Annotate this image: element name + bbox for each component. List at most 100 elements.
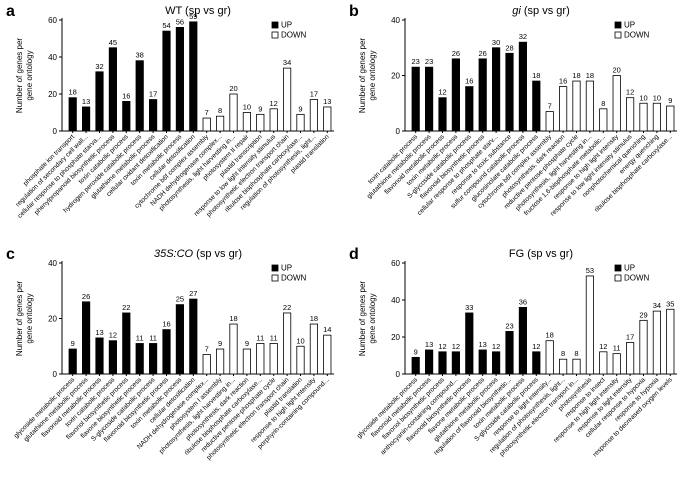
- legend-swatch: [271, 31, 279, 39]
- bar: [559, 86, 568, 132]
- y-axis-label: gene ontology: [368, 293, 377, 343]
- y-tick-label: 40: [48, 53, 57, 62]
- bar: [545, 340, 554, 375]
- panel: d FG (sp vs gr) Number of genes per gene on…: [349, 246, 677, 458]
- title-text: WT (sp vs gr): [165, 5, 231, 17]
- data-label: 13: [425, 340, 433, 349]
- data-label: 18: [310, 314, 318, 323]
- bar: [451, 58, 460, 132]
- data-label: 12: [599, 342, 607, 351]
- y-tick-label: 20: [48, 90, 57, 99]
- bar: [242, 112, 251, 132]
- bar: [95, 71, 104, 132]
- bar: [545, 111, 554, 132]
- bar: [135, 343, 144, 375]
- data-label: 20: [229, 84, 237, 93]
- legend-label: DOWN: [624, 274, 650, 283]
- title-italic: gi: [512, 5, 521, 17]
- bar: [323, 106, 332, 132]
- bar: [82, 106, 91, 132]
- data-label: 26: [452, 49, 460, 58]
- title-text: (sp vs gr): [196, 248, 242, 260]
- y-tick-label: 0: [53, 127, 58, 136]
- bar: [559, 358, 568, 375]
- bar: [438, 351, 447, 375]
- legend-label: UP: [281, 264, 292, 273]
- bar: [135, 60, 144, 132]
- data-label: 33: [465, 303, 473, 312]
- data-label: 11: [136, 333, 144, 342]
- data-label: 10: [296, 336, 304, 345]
- data-label: 10: [653, 93, 661, 102]
- data-label: 7: [205, 108, 209, 117]
- data-label: 17: [310, 90, 318, 99]
- bar: [505, 52, 514, 132]
- data-label: 12: [438, 88, 446, 97]
- bar: [572, 358, 581, 375]
- bar: [612, 353, 621, 375]
- data-label: 23: [505, 321, 513, 330]
- data-label: 13: [323, 97, 331, 106]
- bar: [229, 323, 238, 375]
- panel-label: b: [349, 3, 359, 20]
- data-label: 18: [229, 314, 237, 323]
- y-axis-label: Number of genes per: [15, 38, 24, 113]
- bar: [283, 312, 292, 375]
- data-label: 32: [519, 32, 527, 41]
- bar: [425, 349, 434, 375]
- data-label: 22: [283, 303, 291, 312]
- legend-swatch: [614, 264, 622, 272]
- bar: [585, 80, 594, 132]
- bar: [532, 351, 541, 375]
- data-label: 17: [626, 333, 634, 342]
- chart-title: 35S:CO (sp vs gr): [154, 248, 242, 260]
- title-text: (sp vs gr): [524, 5, 570, 17]
- y-axis-label: gene ontology: [25, 50, 34, 100]
- data-label: 9: [668, 96, 672, 105]
- data-label: 8: [218, 106, 222, 115]
- bar: [175, 304, 184, 375]
- bar: [639, 319, 648, 375]
- data-label: 9: [218, 339, 222, 348]
- data-label: 17: [149, 90, 157, 99]
- legend-swatch: [614, 31, 622, 39]
- data-label: 59: [189, 12, 197, 21]
- bar: [175, 26, 184, 132]
- data-label: 8: [601, 99, 605, 108]
- y-tick-label: 0: [396, 127, 401, 136]
- panel-label: c: [6, 246, 15, 263]
- title-italic: 35S:CO: [154, 248, 194, 260]
- data-label: 53: [586, 266, 594, 275]
- bar: [652, 102, 661, 132]
- bar: [122, 312, 131, 375]
- data-label: 10: [243, 103, 251, 112]
- data-label: 18: [572, 71, 580, 80]
- data-label: 13: [82, 97, 90, 106]
- bar: [585, 275, 594, 375]
- chart-title: WT (sp vs gr): [165, 5, 231, 17]
- data-label: 9: [298, 104, 302, 113]
- data-label: 32: [95, 62, 103, 71]
- data-label: 26: [82, 292, 90, 301]
- panel-label: d: [349, 246, 359, 263]
- legend-swatch: [271, 21, 279, 29]
- data-label: 12: [626, 88, 634, 97]
- data-label: 20: [613, 66, 621, 75]
- data-label: 35: [666, 299, 674, 308]
- bar: [202, 354, 211, 375]
- legend-label: UP: [624, 21, 635, 30]
- y-tick-label: 60: [391, 259, 400, 268]
- data-label: 9: [71, 339, 75, 348]
- data-label: 36: [519, 297, 527, 306]
- data-label: 13: [479, 340, 487, 349]
- y-tick-label: 0: [396, 370, 401, 379]
- y-tick-label: 20: [391, 72, 400, 81]
- y-tick-label: 40: [391, 296, 400, 305]
- bar: [229, 93, 238, 132]
- data-label: 9: [258, 104, 262, 113]
- data-label: 9: [245, 339, 249, 348]
- bar: [216, 115, 225, 132]
- data-label: 12: [492, 342, 500, 351]
- panel-label: a: [6, 3, 15, 20]
